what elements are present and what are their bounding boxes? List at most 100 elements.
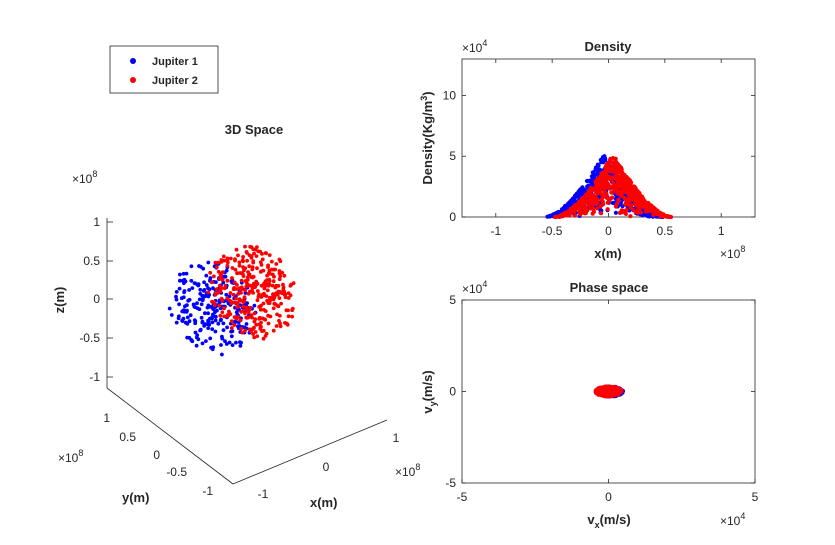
scatter-3d-point (257, 315, 262, 320)
phase-y-exponent: ×104 (462, 279, 487, 296)
scatter-3d-point (268, 271, 272, 276)
scatter-3d-point (288, 283, 293, 288)
scatter-3d-point (251, 332, 256, 336)
scatter-3d-point (236, 253, 240, 258)
density-y-tick-label: 5 (449, 149, 456, 163)
scatter-3d-point (245, 258, 250, 263)
scatter-3d-point (254, 322, 259, 327)
density-point (593, 187, 598, 192)
phase-x-tick-label: -5 (457, 490, 468, 504)
scatter-3d-point (222, 314, 227, 319)
scatter-3d-point (214, 314, 218, 319)
scatter-3d-point (274, 262, 279, 266)
density-point (595, 206, 600, 211)
scatter-3d-point (218, 289, 223, 294)
density-point (597, 167, 602, 172)
z-axis-exponent: ×108 (72, 169, 97, 186)
scatter-3d-point (235, 283, 239, 287)
scatter-3d-point (237, 260, 242, 265)
density-title: Density (585, 39, 633, 54)
scatter-3d-point (260, 257, 265, 262)
density-point (615, 190, 620, 196)
phase-point (602, 386, 607, 390)
density-point (615, 181, 620, 186)
scatter-3d-point (248, 289, 252, 294)
scatter-3d-point (225, 296, 230, 301)
density-point (601, 202, 606, 207)
scatter-3d-point (210, 320, 215, 325)
z-ticks: 1 0.5 0 -0.5 -1 (79, 215, 113, 384)
legend-box (109, 45, 219, 94)
y-tick-label: -0.5 (166, 465, 187, 479)
scatter-3d-point (267, 253, 272, 257)
density-point (576, 205, 581, 210)
scatter-3d-point (189, 278, 194, 283)
density-point (602, 189, 607, 194)
scatter-3d-point (283, 321, 287, 325)
density-point (612, 164, 617, 169)
scatter-3d-point (242, 295, 247, 300)
scatter-3d-point (233, 267, 238, 272)
scatter-3d-point (265, 288, 270, 293)
scatter-3d-point (222, 306, 227, 310)
scatter-3d-point (242, 299, 247, 303)
density-x-tick-label: 0 (605, 224, 612, 238)
scatter-3d-point (214, 287, 219, 292)
scatter-3d-point (208, 270, 213, 275)
scatter-3d-point (247, 272, 252, 277)
scatter-3d-point (234, 305, 239, 309)
scatter-3d-point (193, 305, 197, 309)
scatter-3d-point (282, 273, 287, 278)
scatter-3d-point (174, 320, 179, 325)
scatter-3d-point (200, 319, 205, 324)
density-point (616, 198, 621, 203)
density-x-tick-label: 1 (718, 224, 725, 238)
y-tick-label: -1 (202, 484, 213, 498)
scatter-3d-point (262, 308, 266, 312)
scatter-3d-point (277, 277, 282, 282)
z-tick-label: -0.5 (79, 331, 100, 345)
scatter-3d-point (167, 306, 172, 311)
phase-point (598, 385, 603, 390)
legend: Jupiter 1 Jupiter 2 (109, 45, 219, 94)
scatter-3d-point (243, 244, 247, 249)
scatter-3d-point (237, 263, 242, 268)
scatter-3d-point (279, 301, 283, 306)
z-tick-label: 0 (93, 292, 100, 306)
density-point (613, 186, 618, 191)
density-point (572, 198, 577, 203)
density-point (611, 167, 616, 173)
density-point (584, 178, 590, 184)
scatter-3d-point (234, 296, 238, 301)
density-point (633, 203, 639, 208)
density-point (610, 160, 615, 165)
scatter-3d-point (251, 247, 256, 252)
density-point (605, 181, 610, 186)
density-y-label: Density(Kg/m3) (419, 91, 435, 184)
scatter-3d-point (249, 313, 254, 318)
scatter-3d-point (189, 264, 194, 269)
density-y-tick-label: 10 (443, 88, 457, 102)
density-point (614, 201, 620, 206)
scatter-3d-point (180, 309, 185, 314)
y-axis-line (106, 387, 234, 485)
scatter-3d-point (242, 268, 246, 273)
density-point (562, 205, 567, 210)
scatter-3d-point (235, 315, 240, 320)
density-point (593, 195, 598, 200)
scatter-3d-points (167, 244, 296, 357)
scatter-3d-point (180, 319, 185, 323)
scatter-3d-point (187, 288, 192, 292)
density-point (631, 186, 636, 191)
scatter-3d-point (255, 266, 259, 271)
density-point (598, 186, 603, 192)
scatter-3d-point (206, 260, 211, 265)
legend-marker-jupiter-2 (130, 77, 136, 83)
density-point (629, 203, 634, 208)
scatter-3d-point (225, 260, 230, 265)
scatter-3d-point (243, 328, 247, 333)
scatter-3d-point (179, 296, 184, 301)
scatter-3d-point (188, 313, 193, 318)
scatter-3d-point (267, 279, 272, 283)
scatter-3d-point (232, 323, 237, 327)
